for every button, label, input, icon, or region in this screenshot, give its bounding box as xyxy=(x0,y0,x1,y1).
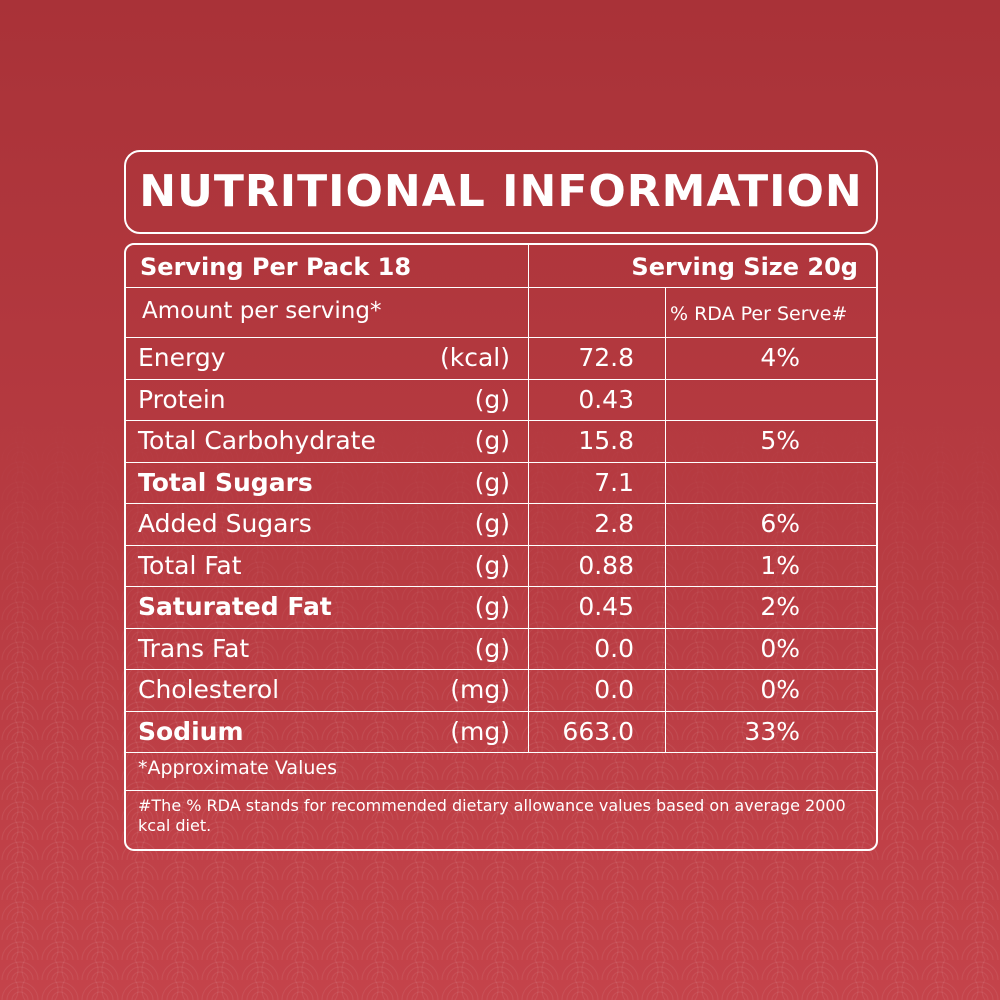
rule xyxy=(124,461,878,463)
amount-per-serving: Amount per serving* xyxy=(142,298,382,324)
rule xyxy=(124,378,878,380)
amount: 0.43 xyxy=(578,384,634,414)
unit: (g) xyxy=(474,509,510,538)
nutrient: Saturated Fat xyxy=(138,592,332,621)
amount: 0.45 xyxy=(578,592,634,621)
rule xyxy=(124,544,878,546)
rda: 1% xyxy=(760,550,800,580)
unit: (g) xyxy=(474,550,510,580)
amount: 7.1 xyxy=(594,467,634,497)
rda: 4% xyxy=(760,343,800,372)
nutrient: Total Carbohydrate xyxy=(138,426,376,455)
rule xyxy=(124,627,878,629)
rule xyxy=(124,710,878,712)
rule xyxy=(124,503,878,504)
rda: 2% xyxy=(760,592,800,621)
amount: 0.0 xyxy=(594,633,634,663)
serving-size: Serving Size 20g xyxy=(631,253,858,281)
amount: 15.8 xyxy=(578,426,634,455)
rule xyxy=(124,337,878,338)
serving-per-pack: Serving Per Pack 18 xyxy=(140,253,412,281)
nutrient: Protein xyxy=(138,384,226,414)
rule xyxy=(124,752,878,753)
amount: 0.0 xyxy=(594,675,634,704)
nutrient: Sodium xyxy=(138,716,244,746)
nutrient: Energy xyxy=(138,343,226,372)
nutrient: Added Sugars xyxy=(138,509,312,538)
unit: (g) xyxy=(474,467,510,497)
amount: 0.88 xyxy=(578,550,634,580)
rda: 0% xyxy=(760,633,800,663)
rule xyxy=(124,790,878,791)
unit: (mg) xyxy=(450,716,510,746)
nutrient: Total Sugars xyxy=(138,467,313,497)
unit: (g) xyxy=(474,633,510,663)
amount: 2.8 xyxy=(594,509,634,538)
title-box xyxy=(124,150,878,234)
rda-header: % RDA Per Serve# xyxy=(670,303,848,325)
nutrient: Trans Fat xyxy=(138,633,250,663)
footnote: #The % RDA stands for recommended dietar… xyxy=(138,796,846,835)
title: NUTRITIONAL INFORMATION xyxy=(139,166,863,217)
rule xyxy=(124,669,878,670)
amount: 663.0 xyxy=(562,716,634,746)
unit: (mg) xyxy=(450,675,510,704)
unit: (g) xyxy=(474,426,510,455)
unit: (g) xyxy=(474,592,510,621)
rda: 5% xyxy=(760,426,800,455)
table-box xyxy=(124,243,878,851)
unit: (g) xyxy=(474,384,510,414)
unit: (kcal) xyxy=(440,343,510,372)
rda: 33% xyxy=(744,716,800,746)
nutrient: Cholesterol xyxy=(138,675,280,704)
rule xyxy=(124,420,878,421)
rule xyxy=(124,287,878,288)
amount: 72.8 xyxy=(578,343,634,372)
rda: 6% xyxy=(760,509,800,538)
rda: 0% xyxy=(760,675,800,704)
column-rule xyxy=(665,287,666,752)
nutrient: Total Fat xyxy=(138,550,242,580)
column-rule xyxy=(528,243,529,752)
rule xyxy=(124,586,878,587)
footnote: *Approximate Values xyxy=(138,757,337,779)
